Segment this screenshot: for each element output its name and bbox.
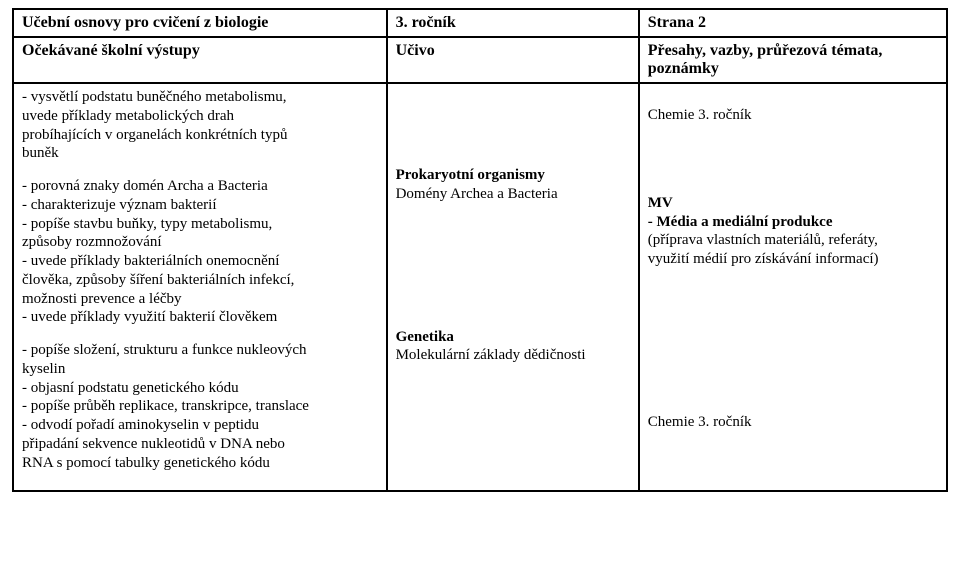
spacer [648, 283, 938, 413]
topic-block-1: Prokaryotní organismy Domény Archea a Ba… [396, 166, 630, 204]
text-line: možnosti prevence a léčby [22, 290, 378, 309]
mv-block: MV - Média a mediální produkce (příprava… [648, 194, 938, 269]
text-line: Chemie 3. ročník [648, 413, 938, 432]
doc-title: Učební osnovy pro cvičení z biologie [13, 9, 387, 37]
subheader-row: Očekávané školní výstupy Učivo Přesahy, … [13, 37, 947, 83]
curriculum-table: Učební osnovy pro cvičení z biologie 3. … [12, 8, 948, 492]
text-line: - uvede příklady bakteriálních onemocněn… [22, 252, 378, 271]
text-line: - popíše průběh replikace, transkripce, … [22, 397, 378, 416]
text-line: - objasní podstatu genetického kódu [22, 379, 378, 398]
topic-line: Domény Archea a Bacteria [396, 185, 630, 204]
text-line: buněk [22, 144, 378, 163]
text-line: - popíše stavbu buňky, typy metabolismu, [22, 215, 378, 234]
col1-header: Očekávané školní výstupy [13, 37, 387, 83]
mv-title: MV [648, 194, 938, 213]
text-line: připadání sekvence nukleotidů v DNA nebo [22, 435, 378, 454]
page-label: Strana 2 [639, 9, 947, 37]
text-line: - porovná znaky domén Archa a Bacteria [22, 177, 378, 196]
ucivo-cell: Prokaryotní organismy Domény Archea a Ba… [387, 83, 639, 491]
text-line: kyselin [22, 360, 378, 379]
outcomes-cell: - vysvětlí podstatu buněčného metabolism… [13, 83, 387, 491]
cross-cell: Chemie 3. ročník MV - Média a mediální p… [639, 83, 947, 491]
spacer [396, 88, 630, 166]
text-line: způsoby rozmnožování [22, 233, 378, 252]
spacer [648, 88, 938, 106]
cross-link-2: Chemie 3. ročník [648, 413, 938, 432]
text-line: RNA s pomocí tabulky genetického kódu [22, 454, 378, 473]
col2-header: Učivo [387, 37, 639, 83]
text-line: - charakterizuje význam bakterií [22, 196, 378, 215]
spacer [396, 218, 630, 328]
text-line: využití médií pro získávání informací) [648, 250, 938, 269]
outcomes-block-2: - porovná znaky domén Archa a Bacteria -… [22, 177, 378, 327]
text-line: Chemie 3. ročník [648, 106, 938, 125]
spacer [648, 139, 938, 194]
text-line: člověka, způsoby šíření bakteriálních in… [22, 271, 378, 290]
topic-title: Prokaryotní organismy [396, 166, 630, 185]
text-line: uvede příklady metabolických drah [22, 107, 378, 126]
content-row: - vysvětlí podstatu buněčného metabolism… [13, 83, 947, 491]
col3-header: Přesahy, vazby, průřezová témata, poznám… [639, 37, 947, 83]
title-row: Učební osnovy pro cvičení z biologie 3. … [13, 9, 947, 37]
text-line: - vysvětlí podstatu buněčného metabolism… [22, 88, 378, 107]
topic-title: Genetika [396, 328, 630, 347]
text-line: - uvede příklady využití bakterií člověk… [22, 308, 378, 327]
outcomes-block-3: - popíše složení, strukturu a funkce nuk… [22, 341, 378, 472]
cross-link-1: Chemie 3. ročník [648, 106, 938, 125]
grade-label: 3. ročník [387, 9, 639, 37]
topic-line: Molekulární základy dědičnosti [396, 346, 630, 365]
mv-sub: - Média a mediální produkce [648, 213, 938, 232]
text-line: (příprava vlastních materiálů, referáty, [648, 231, 938, 250]
text-line: - odvodí pořadí aminokyselin v peptidu [22, 416, 378, 435]
text-line: - popíše složení, strukturu a funkce nuk… [22, 341, 378, 360]
text-line: probíhajících v organelách konkrétních t… [22, 126, 378, 145]
topic-block-2: Genetika Molekulární základy dědičnosti [396, 328, 630, 366]
outcomes-block-1: - vysvětlí podstatu buněčného metabolism… [22, 88, 378, 163]
